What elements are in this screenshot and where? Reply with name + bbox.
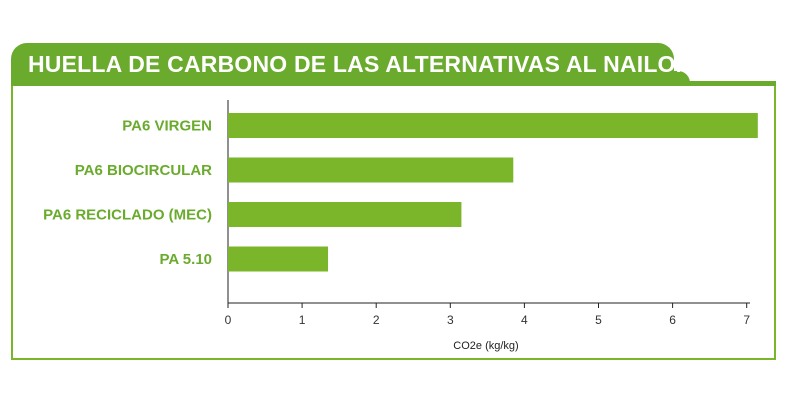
x-axis-label: CO2e (kg/kg) — [453, 340, 518, 352]
x-tick-label-1: 1 — [299, 313, 306, 327]
x-ticks: 0 1 2 3 4 5 6 7 — [225, 303, 750, 327]
bar-pa6-virgen — [228, 113, 758, 138]
x-tick-label-0: 0 — [225, 313, 232, 327]
category-label-pa6-biocircular: PA6 BIOCIRCULAR — [75, 162, 212, 179]
bars — [228, 113, 758, 272]
x-tick-label-5: 5 — [595, 313, 602, 327]
title-tab — [11, 43, 674, 84]
x-tick-label-4: 4 — [521, 313, 528, 327]
category-labels: PA6 VIRGEN PA6 BIOCIRCULAR PA6 RECICLADO (… — [43, 118, 212, 269]
bar-pa-5-10 — [228, 246, 329, 272]
category-label-pa6-virgen: PA6 VIRGEN — [122, 118, 212, 135]
bar-pa6-reciclado-mec — [228, 202, 462, 227]
x-tick-label-7: 7 — [743, 313, 750, 327]
x-tick-label-3: 3 — [447, 313, 454, 327]
category-label-pa6-reciclado-mec: PA6 RECICLADO (MEC) — [43, 207, 212, 224]
x-tick-label-6: 6 — [669, 313, 676, 327]
bar-pa6-biocircular — [228, 157, 514, 183]
category-label-pa-5-10: PA 5.10 — [159, 251, 212, 268]
chart-title: HUELLA DE CARBONO DE LAS ALTERNATIVAS AL… — [28, 51, 693, 77]
x-tick-label-2: 2 — [373, 313, 380, 327]
title-tab-shoulder — [660, 71, 690, 83]
